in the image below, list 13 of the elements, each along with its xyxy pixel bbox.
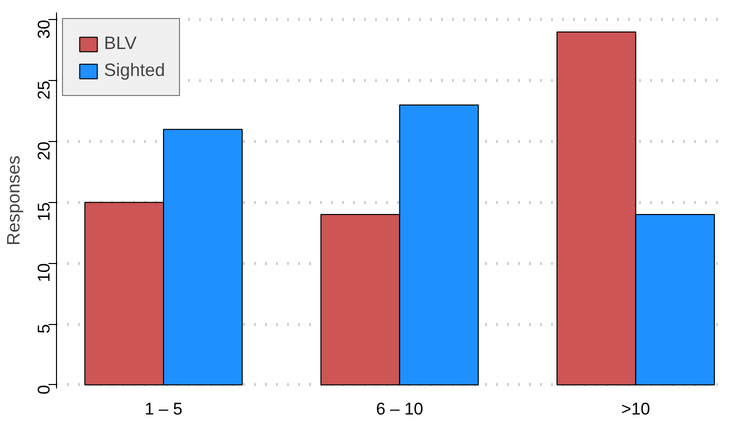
y-tick-label: 0 bbox=[34, 384, 54, 394]
y-tick-label: 5 bbox=[34, 324, 54, 334]
y-tick-label: 20 bbox=[34, 141, 54, 160]
x-tick-label: >10 bbox=[621, 400, 650, 418]
x-tick-label: 6 – 10 bbox=[376, 400, 424, 418]
y-tick-label: 15 bbox=[34, 202, 54, 222]
y-tick-label: 10 bbox=[34, 263, 54, 282]
legend-label: BLV bbox=[104, 33, 137, 54]
y-tick-label: 30 bbox=[34, 20, 54, 39]
y-axis-title: Responses bbox=[4, 155, 24, 246]
legend-label: Sighted bbox=[104, 60, 166, 81]
x-tick-label: 1 – 5 bbox=[144, 400, 182, 418]
y-tick-label: 25 bbox=[34, 80, 54, 100]
